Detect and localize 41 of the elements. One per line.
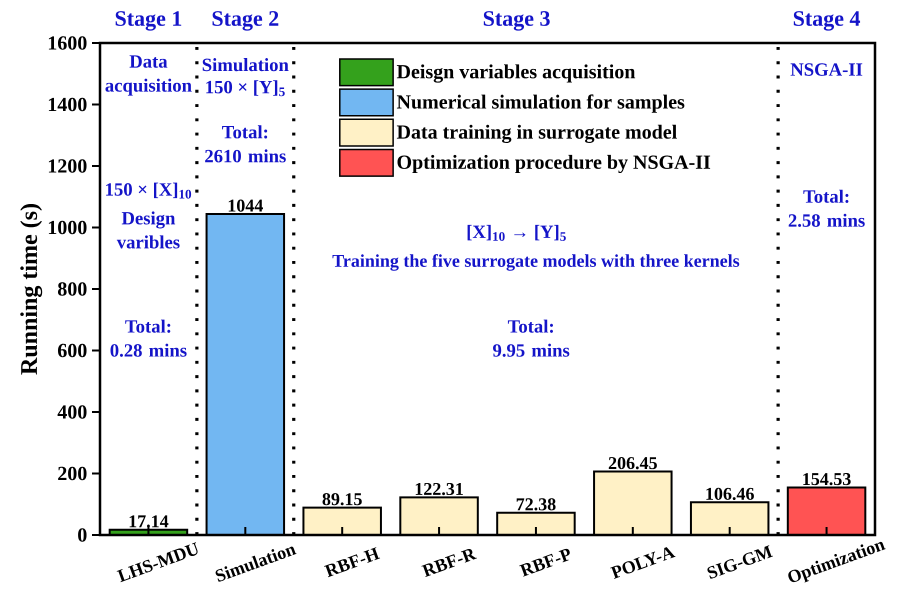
legend-label: Data training in surrogate model [396,124,677,143]
y-tick-label: 600 [58,344,87,358]
annotation: Total: 9.95 mins [493,320,570,357]
data-label: 1044 [228,200,263,212]
annotation: Training the five surrogate models with three kernels [332,254,740,271]
y-axis-title: Running time (s) [20,204,42,375]
annotation: Design varibles [116,211,180,249]
x-tick-label: RBF-H [324,547,380,578]
y-tick-label: 400 [58,405,87,419]
data-label: 206.45 [608,457,657,470]
data-label: 154.53 [803,473,851,486]
text: Stage 1 [116,11,182,31]
y-tick-label: 1200 [48,159,87,173]
annotation: [X]$_{10}$ → [Y]$_{5}$ [468,224,566,241]
annotation: NSGA-II [790,63,862,76]
data-label: 72.38 [516,498,556,510]
y-tick-label: 1600 [48,36,87,50]
data-label: 17.14 [130,515,168,528]
annotation: Total: 0.28 mins [110,320,187,357]
annotation: 150 × [X]$_{10}$ [106,182,192,199]
text: Stage 3 [484,11,550,31]
y-tick-label: 800 [58,282,87,296]
y-tick-label: 200 [58,466,87,480]
x-tick-label: RBF-P [519,548,570,577]
annotation: Total: 2.58 mins [788,190,865,227]
text: Stage 4 [794,11,860,31]
annotation: Total: 2610 mins [205,125,286,162]
annotation: Simulation [202,58,289,72]
annotation: 150 × [Y]$_{5}$ [206,80,285,96]
y-tick-label: 0 [78,528,87,542]
text: Stage 2 [212,11,278,31]
legend-label: Deisgn variables acquisition [396,64,636,83]
data-label: 106.46 [706,488,754,500]
data-label: 89.15 [322,493,362,506]
data-label: 122.31 [416,482,463,496]
legend-label: Numerical simulation for samples [396,94,684,113]
y-tick-label: 1000 [48,220,87,234]
annotation: Data acquisition [105,55,192,96]
x-tick-label: RBF-R [421,549,477,578]
y-tick-label: 1400 [48,98,87,112]
legend-label: Optimization procedure by NSGA-II [398,154,710,174]
